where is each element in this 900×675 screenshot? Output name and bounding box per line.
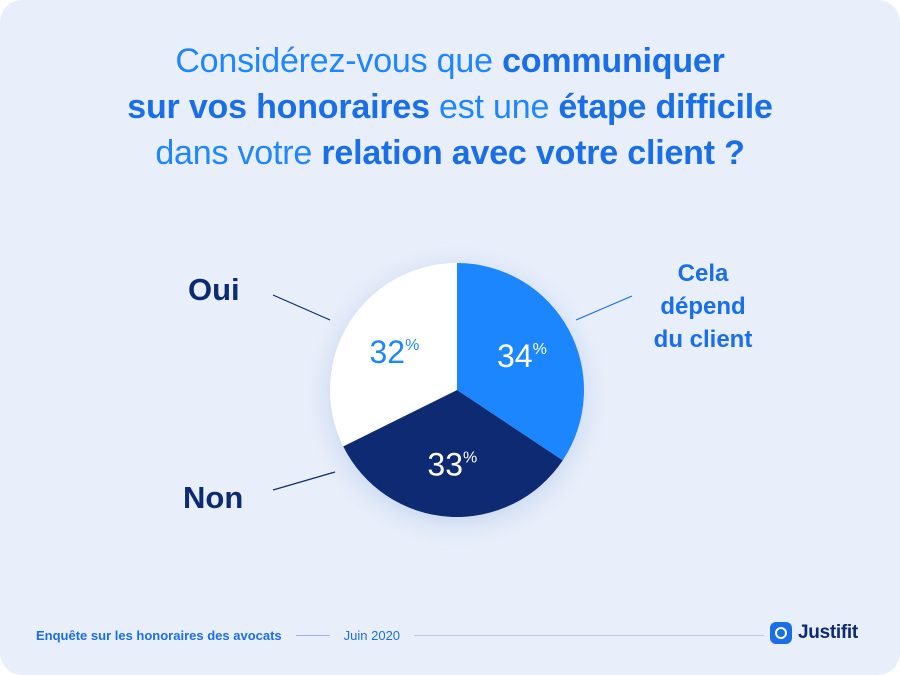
pie-slice-non: [343, 390, 563, 517]
title-line-3: dans votre relation avec votre client ?: [155, 134, 745, 172]
leader-line-depend: [575, 295, 633, 321]
slice-label-oui: Oui: [188, 272, 240, 307]
pie-slice-oui: [330, 263, 457, 447]
survey-name: Enquête sur les honoraires des avocats: [36, 628, 282, 643]
footer-divider: [295, 635, 330, 636]
brand-name: Justifit: [798, 622, 858, 643]
value-unit-oui: %: [405, 337, 419, 354]
title-line-1: Considérez-vous que communiquer: [175, 42, 725, 80]
value-unit-depend: %: [533, 341, 547, 358]
footer: Enquête sur les honoraires des avocats J…: [36, 628, 765, 643]
brand-logo: Justifit: [770, 622, 858, 644]
slice-label-depend: Cela dépend du client: [653, 260, 753, 353]
footer-rule: [414, 635, 765, 636]
pie-slice-depend: [457, 263, 584, 461]
justifit-logo-icon: [770, 622, 792, 644]
slice-label-non: Non: [183, 480, 244, 515]
leader-line-oui: [272, 294, 331, 321]
leader-line-non: [272, 471, 336, 491]
chart-title: Considérez-vous que communiquer sur vos …: [60, 38, 840, 176]
title-line-2: sur vos honoraires est une étape diffici…: [127, 88, 773, 126]
value-unit-non: %: [463, 450, 477, 467]
survey-date: Juin 2020: [343, 628, 401, 643]
